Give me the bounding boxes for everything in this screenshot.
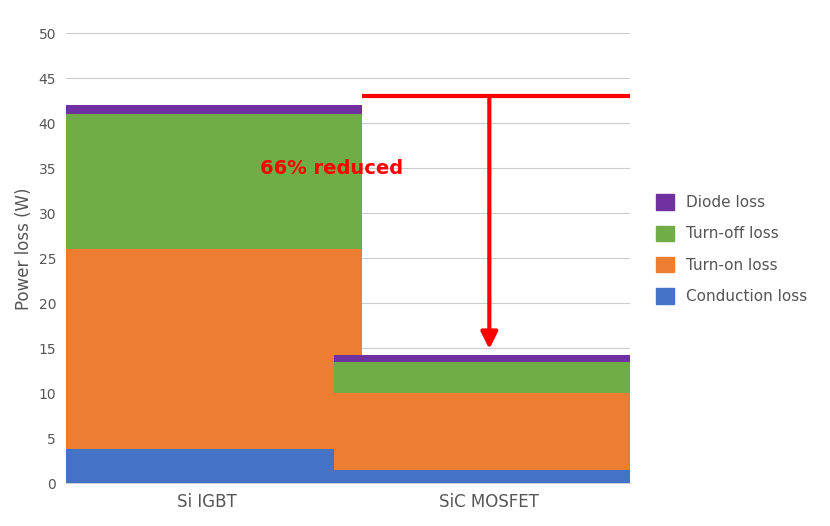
Bar <box>51 249 363 449</box>
Legend: Diode loss, Turn-off loss, Turn-on loss, Conduction loss: Diode loss, Turn-off loss, Turn-on loss,… <box>649 188 813 310</box>
Bar <box>334 393 645 470</box>
Bar <box>51 449 363 483</box>
Bar <box>51 105 363 114</box>
Bar <box>51 114 363 249</box>
Bar <box>334 470 645 483</box>
Y-axis label: Power loss (W): Power loss (W) <box>15 188 33 310</box>
Bar <box>334 355 645 362</box>
Bar <box>334 362 645 393</box>
Text: 66% reduced: 66% reduced <box>260 159 403 178</box>
